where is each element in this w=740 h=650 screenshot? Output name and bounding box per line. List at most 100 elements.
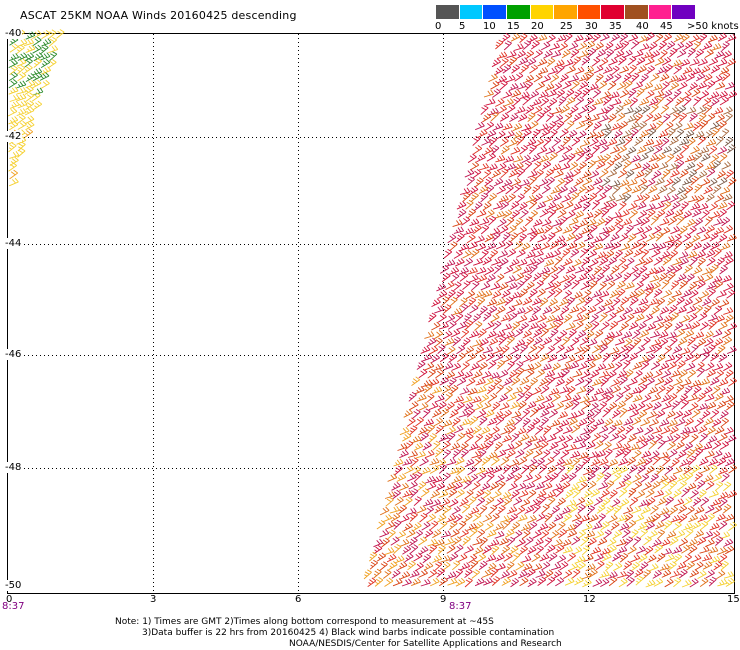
wind-barb (488, 337, 499, 346)
wind-barb (703, 73, 713, 83)
wind-barb (601, 207, 610, 218)
wind-barb (533, 161, 542, 171)
wind-barb (455, 577, 466, 587)
wind-barb (615, 224, 624, 234)
wind-barb (673, 410, 684, 420)
wind-barb (624, 136, 633, 147)
wind-barb (563, 313, 573, 324)
wind-barb (391, 481, 401, 491)
wind-barb (473, 546, 484, 556)
wind-barb (402, 545, 412, 555)
wind-barb (676, 186, 687, 196)
wind-barb (710, 376, 720, 386)
wind-barb (413, 496, 422, 507)
legend-label-30: 30 (585, 21, 598, 32)
wind-barb (454, 370, 465, 379)
wind-barb (590, 488, 601, 498)
wind-barb (449, 409, 459, 419)
wind-barb (536, 344, 545, 354)
wind-barb (604, 216, 613, 226)
wind-barb (589, 113, 600, 122)
wind-barb (522, 417, 531, 428)
wind-barb (518, 57, 529, 66)
wind-barb (452, 307, 463, 316)
wind-barb (458, 266, 469, 275)
wind-barb (703, 530, 714, 540)
wind-barb (714, 280, 723, 290)
wind-barb (449, 241, 458, 252)
wind-barb (618, 55, 627, 66)
wind-barb (8, 142, 17, 153)
wind-barb (676, 159, 685, 170)
wind-barb (726, 400, 735, 411)
wind-barb (599, 114, 609, 123)
wind-barb (525, 281, 535, 291)
wind-barb (547, 521, 557, 532)
wind-barb (706, 113, 716, 123)
wind-barb (437, 544, 446, 555)
wind-barb (486, 129, 497, 139)
wind-barb (582, 289, 592, 299)
wind-barb (406, 529, 416, 539)
wind-barb (661, 548, 672, 556)
legend-swatch-7 (601, 5, 626, 19)
wind-barb (548, 409, 558, 419)
wind-barb (453, 395, 464, 404)
wind-barb (678, 81, 688, 91)
wind-barb (485, 209, 495, 219)
wind-barb (506, 248, 517, 258)
wind-barb (596, 363, 607, 372)
wind-barb (616, 400, 626, 410)
credit: NOAA/NESDIS/Center for Satellite Applica… (289, 639, 562, 649)
wind-barb (718, 120, 727, 130)
wind-barb (420, 432, 429, 442)
wind-barb (605, 505, 615, 515)
wind-barb (712, 275, 723, 283)
wind-barb (516, 392, 525, 402)
wind-barb (688, 544, 698, 555)
wind-barb (700, 465, 711, 474)
wind-barb (603, 184, 613, 194)
wind-barb (682, 289, 692, 298)
wind-barb (647, 267, 658, 276)
wind-barb (545, 490, 557, 499)
wind-barb (495, 240, 506, 250)
wind-barb (485, 98, 496, 106)
wind-barb (555, 544, 565, 554)
wind-barb (603, 472, 612, 483)
wind-barb (629, 209, 638, 219)
wind-barb (469, 161, 480, 171)
wind-barb (437, 289, 448, 299)
wind-barb (568, 217, 579, 226)
wind-barb (690, 34, 700, 43)
wind-barb (650, 50, 661, 59)
wind-barb (711, 418, 722, 428)
wind-barb (664, 209, 675, 218)
wind-barb (708, 177, 718, 187)
wind-barb (580, 281, 591, 291)
wind-barb (542, 482, 553, 491)
wind-barb (596, 305, 606, 315)
wind-barb (716, 290, 727, 298)
wind-barb (438, 490, 449, 499)
wind-barb (687, 47, 696, 58)
wind-barb (575, 297, 586, 306)
wind-barb (449, 384, 459, 395)
wind-barb (449, 296, 458, 307)
wind-barb (631, 241, 641, 250)
wind-barb (713, 107, 724, 115)
wind-barb (671, 112, 681, 122)
wind-barb (701, 153, 711, 162)
wind-barb (485, 352, 495, 362)
wind-barb (411, 435, 422, 444)
wind-barb (449, 552, 459, 562)
wind-barb (524, 74, 535, 83)
wind-barb (643, 313, 654, 323)
wind-barb (484, 466, 494, 475)
wind-barb (686, 137, 696, 147)
wind-barb (605, 249, 615, 260)
wind-barb (662, 168, 671, 179)
wind-barb (634, 281, 644, 291)
wind-barb (542, 336, 553, 346)
wind-barb (672, 546, 683, 555)
